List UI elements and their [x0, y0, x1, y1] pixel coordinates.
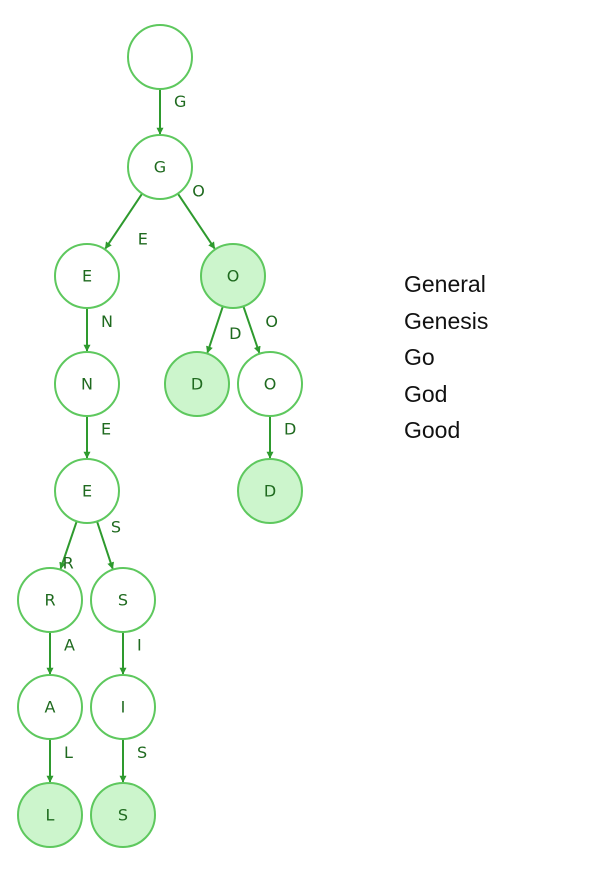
- trie-nodes: G E N E R A L S I S O D O D: [18, 25, 302, 847]
- trie-node-ge: E: [55, 244, 119, 308]
- word-item-good: Good: [404, 412, 488, 449]
- trie-node-gener: R: [18, 568, 82, 632]
- trie-node-label-ge: E: [82, 267, 92, 286]
- trie-node-label-genesi: I: [121, 698, 126, 717]
- trie-node-gene: E: [55, 459, 119, 523]
- trie-node-gen: N: [55, 352, 119, 416]
- trie-edge-label-go-goo: O: [265, 312, 278, 331]
- trie-edge-g-ge: [105, 194, 142, 249]
- trie-edge-label-gene-genes: S: [111, 518, 121, 537]
- trie-node-label-genes: S: [118, 591, 128, 610]
- trie-node-label-gen: N: [81, 375, 93, 394]
- trie-node-genesis: S: [91, 783, 155, 847]
- trie-node-genera: A: [18, 675, 82, 739]
- trie-edge-g-go: [178, 194, 215, 249]
- trie-node-general: L: [18, 783, 82, 847]
- trie-edge-label-genes-genesi: I: [137, 636, 142, 655]
- word-item-genesis: Genesis: [404, 303, 488, 340]
- trie-node-label-goo: O: [264, 375, 277, 394]
- trie-node-goo: O: [238, 352, 302, 416]
- trie-edge-label-gen-gene: E: [101, 420, 111, 439]
- trie-node-root: [128, 25, 192, 89]
- trie-node-g: G: [128, 135, 192, 199]
- trie-node-label-general: L: [46, 806, 55, 825]
- word-item-go: Go: [404, 339, 488, 376]
- trie-node-label-genera: A: [45, 698, 56, 717]
- trie-edge-label-gene-gener: R: [63, 554, 74, 573]
- word-item-general: General: [404, 266, 488, 303]
- trie-node-label-god: D: [191, 375, 203, 394]
- trie-edge-label-g-go: O: [192, 182, 205, 201]
- trie-node-circle-root: [128, 25, 192, 89]
- trie-node-label-genesis: S: [118, 806, 128, 825]
- trie-edge-label-goo-good: D: [284, 420, 296, 439]
- trie-node-label-gener: R: [44, 591, 55, 610]
- word-list: General Genesis Go God Good: [404, 266, 488, 449]
- trie-node-label-g: G: [154, 158, 166, 177]
- trie-edge-label-g-ge: E: [138, 230, 148, 249]
- trie-node-label-gene: E: [82, 482, 92, 501]
- trie-edge-label-root-g: G: [174, 92, 186, 111]
- trie-node-good: D: [238, 459, 302, 523]
- word-item-god: God: [404, 376, 488, 413]
- trie-edge-label-genesi-genesis: S: [137, 743, 147, 762]
- trie-node-go: O: [201, 244, 265, 308]
- trie-edge-go-goo: [243, 306, 259, 353]
- trie-edge-go-god: [207, 306, 222, 352]
- trie-node-genesi: I: [91, 675, 155, 739]
- trie-edge-label-gener-genera: A: [64, 636, 75, 655]
- trie-node-label-go: O: [227, 267, 240, 286]
- trie-node-god: D: [165, 352, 229, 416]
- trie-node-genes: S: [91, 568, 155, 632]
- trie-edge-label-ge-gen: N: [101, 312, 113, 331]
- trie-edge-label-genera-general: L: [64, 743, 73, 762]
- trie-edge-label-go-god: D: [229, 324, 241, 343]
- trie-node-label-good: D: [264, 482, 276, 501]
